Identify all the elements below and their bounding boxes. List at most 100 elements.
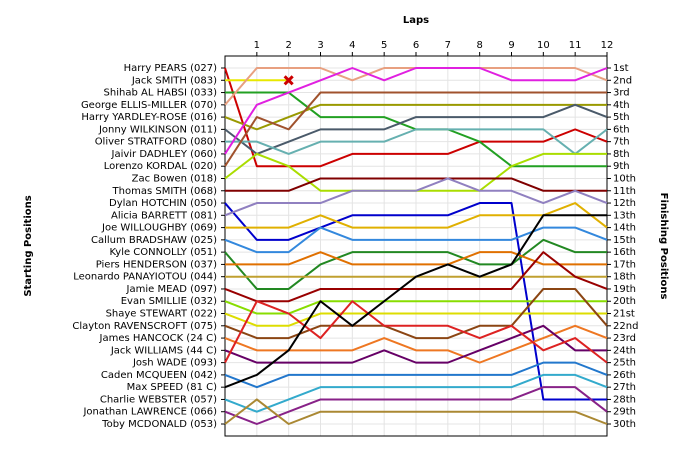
driver-label: Jaivir DADHLEY (060) [111,149,218,160]
driver-label: Leonardo PANAYIOTOU (044) [73,272,217,283]
finish-label: 9th [613,161,630,172]
plot-frame [224,55,608,437]
driver-label: Kyle CONNOLLY (051) [109,247,217,258]
x-tick-label: 9 [508,40,514,51]
driver-line [224,398,608,425]
driver-label: Harry PEARS (027) [124,63,217,74]
driver-label: Jamie MEAD (097) [126,284,218,295]
retired-marker [283,75,294,86]
finish-label: 17th [613,259,636,270]
driver-label: Evan SMILLIE (032) [121,296,217,307]
finish-label: 14th [613,223,636,234]
y2-axis-label: Finishing Positions [658,193,669,300]
finish-label: 19th [613,284,636,295]
driver-label: Alicia BARRETT (081) [111,210,217,221]
driver-line [224,91,607,167]
finish-label: 30th [613,419,636,430]
finish-label: 23rd [613,333,636,344]
driver-label: Shihab AL HABSI (033) [104,88,218,99]
y-axis-label: Starting Positions [23,195,34,296]
driver-label: James HANCOCK (24 C) [99,333,218,344]
finish-label: 12th [613,198,636,209]
finish-label: 24th [613,345,636,356]
x-tick-label: 6 [413,40,419,51]
finish-label: 26th [613,370,636,381]
driver-label: Dylan HOTCHIN (050) [109,198,217,209]
x-tick-label: 2 [285,40,291,51]
x-tick-label: 4 [349,40,355,51]
chart-title: Laps [403,15,429,26]
driver-line [224,214,607,389]
driver-line [224,287,608,340]
driver-label: Jack WILLIAMS (44 C) [110,345,217,356]
driver-line [224,103,608,155]
finish-label: 11th [613,186,636,197]
driver-line [224,373,608,413]
finish-label: 2nd [613,75,632,86]
driver-label: Thomas SMITH (068) [112,186,218,197]
finish-label: 28th [613,394,636,405]
driver-line [225,128,608,155]
driver-label: Toby MCDONALD (053) [101,419,217,430]
driver-line [224,103,607,131]
finish-label: 13th [613,210,636,221]
finish-label: 16th [613,247,636,258]
driver-line [224,238,607,290]
driver-label: Oliver STRATFORD (080) [95,137,217,148]
driver-label: Jonathan LAWRENCE (066) [82,407,217,418]
driver-label: Charlie WEBSTER (057) [100,394,217,405]
finish-label: 5th [613,112,630,123]
finish-label: 29th [613,407,636,418]
finish-label: 3rd [613,88,630,99]
driver-label: Clayton RAVENSCROFT (075) [72,321,217,332]
driver-label: Piers HENDERSON (037) [96,259,217,270]
finish-label: 10th [613,173,636,184]
driver-label: Callum BRADSHAW (025) [91,235,217,246]
driver-line [224,324,607,364]
finish-label: 1st [613,63,629,74]
driver-line [225,251,607,266]
finish-label: 4th [613,100,630,111]
finish-label: 15th [613,235,636,246]
driver-label: Joe WILLOUGHBY (069) [101,223,217,234]
finish-label: 6th [613,124,630,135]
finish-label: 20th [613,296,636,307]
x-tick-label: 12 [601,40,614,51]
driver-line [224,251,608,303]
driver-label: Caden MCQUEEN (042) [101,370,217,381]
driver-line [224,226,608,254]
driver-line [224,67,608,155]
finish-label: 27th [613,382,636,393]
finish-label: 21st [613,309,635,320]
x-tick-label: 11 [569,40,582,51]
driver-label: Lorenzo KORDAL (020) [104,161,217,172]
driver-line [224,202,607,401]
driver-line [225,177,607,192]
driver-label: George ELLIS-MILLER (070) [81,100,217,111]
driver-label: Jonny WILKINSON (011) [98,124,217,135]
x-tick-label: 7 [445,40,451,51]
finish-label: 18th [613,272,636,283]
driver-line [224,300,608,364]
x-tick-label: 5 [381,40,387,51]
driver-label: Max SPEED (81 C) [127,382,218,393]
finish-label: 25th [613,358,636,369]
driver-label: Jack SMITH (083) [131,75,217,86]
finish-label: 22nd [613,321,638,332]
driver-label: Josh WADE (093) [132,358,217,369]
driver-label: Harry YARDLEY-ROSE (016) [81,112,217,123]
x-tick-label: 3 [317,40,323,51]
driver-label: Zac Bowen (018) [132,173,217,184]
driver-label: Shaye STEWART (022) [106,309,218,320]
finish-label: 8th [613,149,630,160]
finish-label: 7th [613,137,630,148]
driver-line [224,312,607,327]
driver-line [224,177,608,217]
x-tick-label: 1 [254,40,260,51]
x-tick-label: 8 [476,40,482,51]
driver-line [224,361,608,389]
driver-line [224,386,608,425]
x-tick-label: 10 [537,40,550,51]
